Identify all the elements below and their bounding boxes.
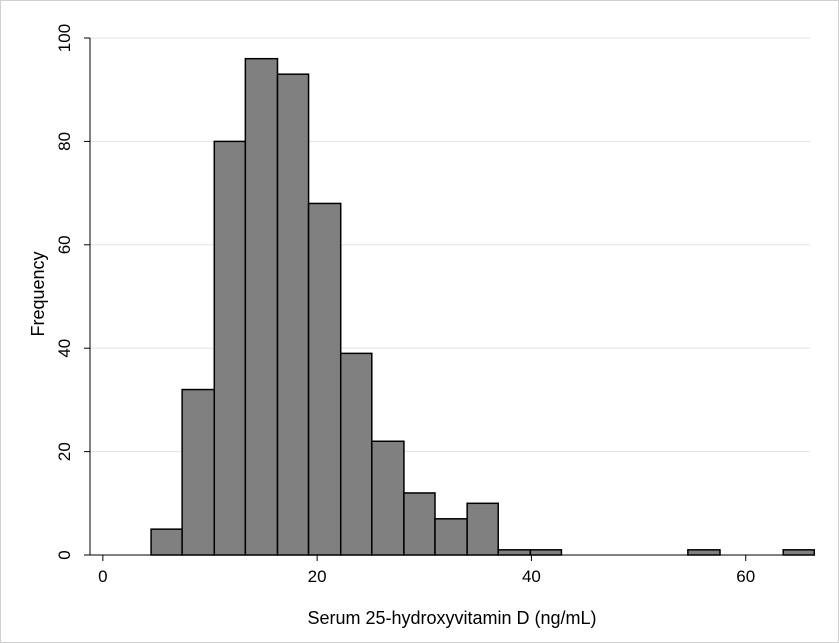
histogram-bar-12 bbox=[497, 549, 532, 556]
histogram-bar-4 bbox=[244, 57, 279, 556]
histogram-bar-2 bbox=[181, 388, 216, 556]
histogram-bar-8 bbox=[371, 440, 405, 556]
histogram-bar-3 bbox=[213, 140, 247, 556]
histogram-bar-1 bbox=[150, 528, 183, 556]
y-tick-label-20: 20 bbox=[55, 442, 74, 461]
histogram-bar-11 bbox=[466, 502, 499, 556]
histogram-bar-14 bbox=[687, 549, 721, 556]
y-axis-title: Frequency bbox=[28, 251, 48, 336]
histogram-bar-9 bbox=[403, 492, 436, 556]
histogram-bar-10 bbox=[434, 518, 468, 556]
histogram-bar-6 bbox=[307, 202, 342, 556]
x-axis-title: Serum 25-hydroxyvitamin D (ng/mL) bbox=[307, 608, 596, 628]
y-tick-label-40: 40 bbox=[55, 339, 74, 358]
x-tick-label-0: 0 bbox=[98, 567, 107, 586]
histogram-bar-5 bbox=[276, 73, 310, 556]
y-tick-label-0: 0 bbox=[55, 550, 74, 559]
histogram-bar-13 bbox=[529, 549, 563, 556]
y-tick-label-80: 80 bbox=[55, 132, 74, 151]
histogram-bar-7 bbox=[339, 352, 373, 556]
histogram-bars bbox=[150, 57, 816, 556]
x-tick-label-20: 20 bbox=[308, 567, 327, 586]
y-tick-label-100: 100 bbox=[55, 24, 74, 52]
y-tick-label-60: 60 bbox=[55, 235, 74, 254]
tick-labels: 0 20 40 60 80 100 0 20 40 60 bbox=[55, 24, 755, 586]
histogram-bar-15 bbox=[782, 549, 816, 556]
x-tick-label-60: 60 bbox=[736, 567, 755, 586]
x-tick-label-40: 40 bbox=[522, 567, 541, 586]
